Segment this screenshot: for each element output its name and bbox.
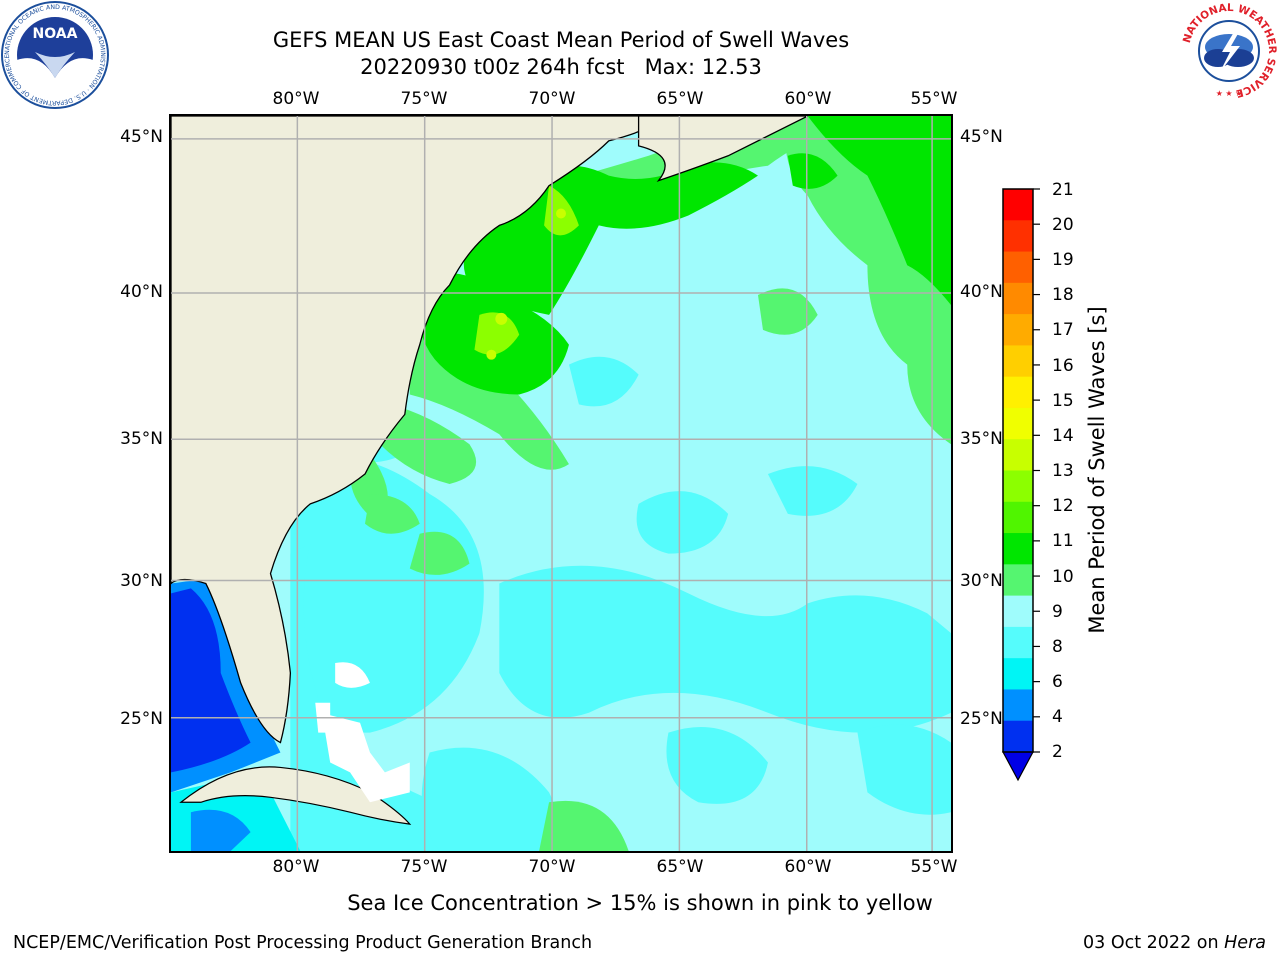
footer-date-text: 03 Oct 2022 on — [1083, 933, 1225, 953]
us-east-coast-land — [171, 116, 670, 744]
colorbar-tick-label: 15 — [1052, 391, 1074, 411]
lon-label-top: 60°W — [784, 89, 832, 109]
nws-logo: NATIONAL WEATHER SERVICE ★ ★ ★ — [1179, 1, 1279, 101]
lat-label-left: 45°N — [120, 127, 163, 147]
lat-label-right: 40°N — [960, 282, 1003, 302]
colorbar-segment — [1003, 439, 1033, 471]
lat-label-left: 35°N — [120, 429, 163, 449]
colorbar-tick-label: 4 — [1052, 707, 1063, 727]
svg-text:★ ★ ★: ★ ★ ★ — [1216, 89, 1243, 98]
colorbar-tick-label: 6 — [1052, 672, 1063, 692]
colorbar-segment — [1003, 626, 1033, 659]
colorbar-segment — [1003, 470, 1033, 503]
footer-machine: Hera — [1224, 933, 1266, 953]
colorbar-tick-label: 12 — [1052, 496, 1074, 516]
lon-label-bottom: 60°W — [784, 857, 832, 877]
colorbar-under-extension — [1001, 751, 1035, 782]
colorbar-segment — [1003, 720, 1033, 753]
colorbar-tick-label: 10 — [1052, 567, 1074, 587]
lon-label-bottom: 70°W — [528, 857, 576, 877]
lat-label-right: 30°N — [960, 571, 1003, 591]
map-gridlines — [171, 116, 951, 851]
lon-label-top: 55°W — [910, 89, 958, 109]
colorbar-segment — [1003, 689, 1033, 722]
lon-label-bottom: 80°W — [272, 857, 320, 877]
sea-ice-caption: Sea Ice Concentration > 15% is shown in … — [347, 891, 933, 915]
colorbar-segment — [1003, 658, 1033, 690]
colorbar-tick-label: 16 — [1052, 356, 1074, 376]
lat-label-left: 40°N — [120, 282, 163, 302]
colorbar-segment — [1003, 189, 1033, 221]
period-6-8-regions — [290, 356, 951, 851]
noaa-logo-text: NOAA — [33, 26, 78, 42]
lon-label-top: 80°W — [272, 89, 320, 109]
colorbar-segments — [1003, 189, 1033, 753]
cuba-land — [179, 766, 412, 825]
colorbar-segment — [1003, 595, 1033, 628]
colorbar-segment — [1003, 501, 1033, 534]
swell-period-map — [169, 114, 953, 853]
colorbar-tick-label: 13 — [1052, 461, 1074, 481]
colorbar-segment — [1003, 282, 1033, 315]
colorbar-segment — [1003, 376, 1033, 409]
lat-label-left: 25°N — [120, 709, 163, 729]
lon-label-top: 70°W — [528, 89, 576, 109]
footer-date: 03 Oct 2022 on Hera — [1083, 933, 1266, 953]
colorbar-tick-label: 2 — [1052, 742, 1063, 762]
colorbar — [1001, 188, 1040, 782]
lon-label-bottom: 75°W — [400, 857, 448, 877]
lon-label-bottom: 65°W — [656, 857, 704, 877]
canada-maritimes-land — [637, 116, 809, 182]
colorbar-label: Mean Period of Swell Waves [s] — [1085, 306, 1109, 634]
colorbar-segment — [1003, 220, 1033, 253]
colorbar-tick-label: 18 — [1052, 285, 1074, 305]
footer-branch: NCEP/EMC/Verification Post Processing Pr… — [13, 933, 593, 953]
lat-label-right: 25°N — [960, 709, 1003, 729]
noaa-logo: NATIONAL OCEANIC AND ATMOSPHERIC ADMINIS… — [1, 1, 109, 109]
lon-label-bottom: 55°W — [910, 857, 958, 877]
chart-title: GEFS MEAN US East Coast Mean Period of S… — [272, 28, 850, 52]
colorbar-tick-label: 21 — [1052, 180, 1074, 200]
lat-label-left: 30°N — [120, 571, 163, 591]
colorbar-tick-label: 11 — [1052, 531, 1074, 551]
period-12-13-regions — [486, 208, 566, 360]
colorbar-tick-label: 19 — [1052, 250, 1074, 270]
colorbar-segment — [1003, 407, 1033, 440]
lon-label-top: 75°W — [400, 89, 448, 109]
colorbar-segment — [1003, 345, 1033, 378]
colorbar-segment — [1003, 251, 1033, 284]
lon-label-top: 65°W — [656, 89, 704, 109]
colorbar-tick-label: 20 — [1052, 215, 1074, 235]
colorbar-segment — [1003, 314, 1033, 346]
colorbar-tick-label: 9 — [1052, 602, 1063, 622]
colorbar-tick-label: 17 — [1052, 320, 1074, 340]
colorbar-tick-label: 14 — [1052, 426, 1074, 446]
colorbar-segment — [1003, 533, 1033, 565]
colorbar-tick-label: 8 — [1052, 637, 1063, 657]
lat-label-right: 35°N — [960, 429, 1003, 449]
colorbar-segment — [1003, 564, 1033, 597]
chart-subtitle: 20220930 t00z 264h fcst Max: 12.53 — [360, 55, 762, 79]
lat-label-right: 45°N — [960, 127, 1003, 147]
